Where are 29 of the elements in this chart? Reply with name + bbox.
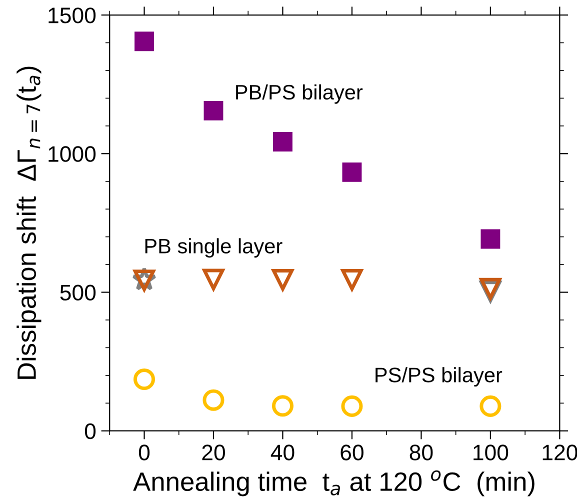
x-tick-label: 20 xyxy=(202,444,225,460)
annotation: PS/PS bilayer xyxy=(376,367,502,387)
point xyxy=(341,395,363,417)
point xyxy=(202,389,224,411)
x-tick-label: 120 xyxy=(542,444,577,460)
point xyxy=(134,32,154,52)
point xyxy=(133,368,156,390)
y-tick-label: 500 xyxy=(60,284,96,301)
point xyxy=(273,132,292,152)
annotation: PB/PS bilayer xyxy=(236,84,363,104)
point xyxy=(341,269,363,291)
x-tick-label: 100 xyxy=(474,444,508,460)
point xyxy=(342,162,362,182)
x-tick-label: 80 xyxy=(410,444,433,460)
point xyxy=(480,229,500,249)
y-tick-label: 1000 xyxy=(48,146,96,162)
x-tick-label: 60 xyxy=(340,444,364,460)
y-tick-label: 1500 xyxy=(48,8,96,24)
point xyxy=(202,268,224,290)
annotation: PB single layer xyxy=(145,238,282,258)
x-axis-title: Annealing time t$_{a}$ at 120 $^{o}$C (min) xyxy=(133,470,534,496)
point xyxy=(272,395,294,417)
point xyxy=(272,269,294,291)
x-tick-label: 40 xyxy=(270,444,294,460)
y-axis-title: Dissipation shift ΔΓ$_{n=7}$(t$_{a}$) xyxy=(16,66,42,379)
x-tick-label: 0 xyxy=(138,444,150,460)
point xyxy=(204,100,224,120)
point xyxy=(480,395,502,417)
y-tick-label: 0 xyxy=(84,423,96,440)
